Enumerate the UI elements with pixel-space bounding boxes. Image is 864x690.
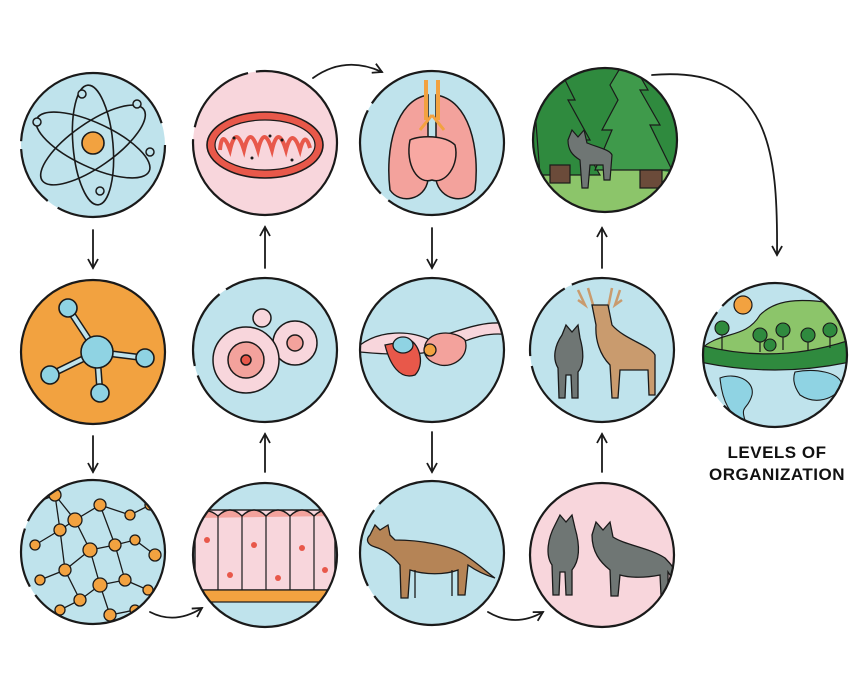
atom-icon — [19, 71, 167, 219]
molecule-icon — [19, 278, 167, 426]
cell-icon — [191, 276, 339, 424]
flow-arrows — [87, 63, 783, 622]
organelle-icon — [191, 69, 339, 217]
organism-icon — [358, 479, 506, 627]
title-line-2: ORGANIZATION — [708, 465, 845, 484]
arrow-ecosystem-to-biosphere — [651, 73, 783, 257]
community-icon — [528, 276, 676, 424]
organ-system-icon — [358, 276, 506, 424]
arrow-organism-to-population — [487, 611, 545, 622]
arrow-macromolecule-to-tissue — [149, 607, 204, 619]
title-line-1: LEVELS OF — [727, 443, 827, 462]
population-icon — [528, 481, 676, 629]
macromolecule-icon — [19, 478, 167, 626]
biosphere-icon — [701, 281, 849, 429]
arrow-organelle-to-organ — [312, 63, 384, 79]
diagram-title: LEVELS OF ORGANIZATION — [690, 442, 864, 486]
ecosystem-icon — [531, 66, 679, 214]
tissue-icon — [191, 481, 339, 629]
organ-icon — [358, 69, 506, 217]
